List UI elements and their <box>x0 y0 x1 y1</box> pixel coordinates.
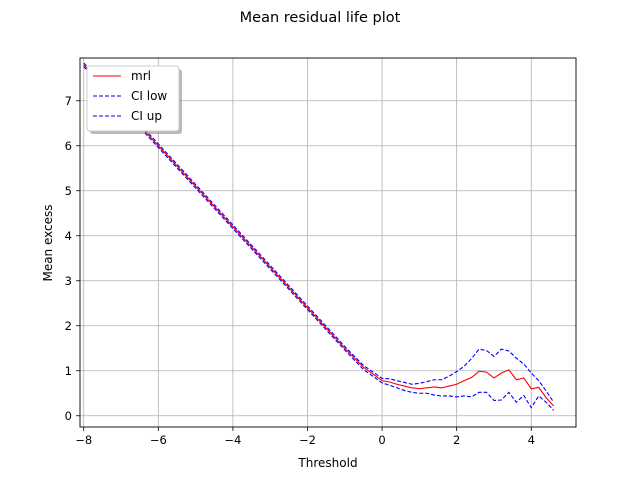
legend: mrl CI low CI up <box>86 65 182 134</box>
x-tick-label: 0 <box>378 433 385 447</box>
x-axis-label: Threshold <box>297 456 357 470</box>
plot-frame <box>79 57 577 428</box>
legend-entries: mrl CI low CI up <box>93 69 167 123</box>
legend-label: CI low <box>131 89 167 103</box>
x-tick-label: 2 <box>453 433 460 447</box>
x-tick-label: −6 <box>150 433 167 447</box>
series-line-mrl <box>83 64 555 407</box>
legend-label: CI up <box>131 109 162 123</box>
y-tick-label: 7 <box>65 94 72 108</box>
y-tick-label: 4 <box>65 229 72 243</box>
y-tick-label: 0 <box>65 409 72 423</box>
legend-label: mrl <box>131 69 151 83</box>
x-tick-label: −4 <box>224 433 241 447</box>
y-tick-label: 3 <box>65 274 72 288</box>
grid <box>80 58 576 427</box>
y-axis-label: Mean excess <box>41 204 55 281</box>
y-tick-label: 2 <box>65 319 72 333</box>
series-line-ci-low <box>83 66 555 411</box>
y-tick-label: 6 <box>65 139 72 153</box>
chart-title: Mean residual life plot <box>240 10 401 26</box>
y-tick-label: 1 <box>65 364 72 378</box>
series-lines <box>83 62 555 411</box>
x-tick-label: 4 <box>528 433 535 447</box>
legend-box <box>86 65 180 132</box>
y-tick-label: 5 <box>65 184 72 198</box>
x-tick-label: −8 <box>75 433 92 447</box>
axis-ticks: −8 −6 −4 −2 0 2 4 0 1 2 3 4 5 6 7 <box>65 94 535 447</box>
x-tick-label: −2 <box>299 433 316 447</box>
